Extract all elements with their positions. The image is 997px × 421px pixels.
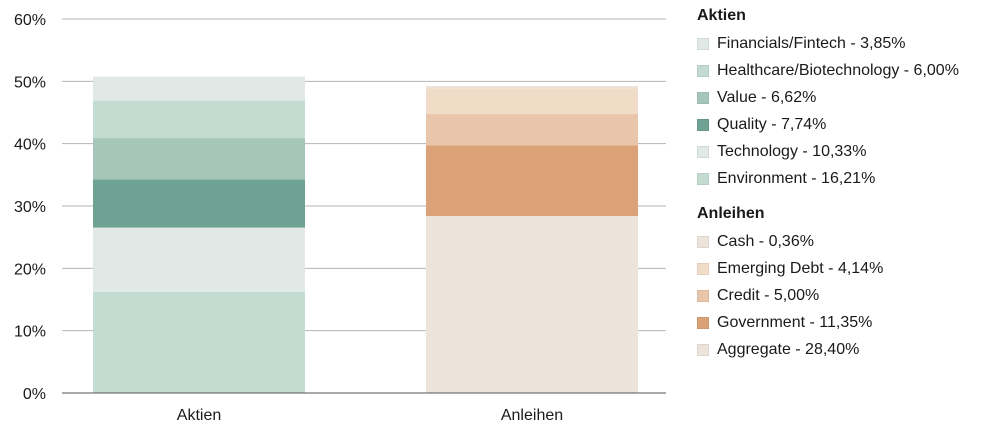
legend-item: Cash - 0,36% (697, 228, 995, 255)
y-tick-label: 30% (14, 199, 46, 216)
legend-label: Technology - 10,33% (717, 142, 867, 160)
legend-item: Government - 11,35% (697, 309, 995, 336)
y-axis-tick-labels: 0% 10% 20% 30% 40% 50% 60% (14, 12, 46, 403)
legend-label: Healthcare/Biotechnology - 6,00% (717, 61, 959, 79)
legend-swatch (697, 262, 709, 275)
legend-group-title: Anleihen (697, 205, 765, 222)
legend-item: Environment - 16,21% (697, 165, 995, 192)
legend-swatch (697, 316, 709, 329)
y-tick-label: 50% (14, 74, 46, 91)
legend-label: Emerging Debt - 4,14% (717, 259, 884, 277)
bar-segment (426, 86, 638, 89)
bar-segment (93, 227, 305, 292)
y-tick-label: 10% (14, 324, 46, 341)
legend-swatch (697, 235, 709, 248)
legend-label: Financials/Fintech - 3,85% (717, 34, 906, 52)
bar-stacks (93, 76, 638, 393)
bar-segment (426, 114, 638, 146)
legend-label: Quality - 7,74% (717, 115, 827, 133)
bar-segment (93, 76, 305, 101)
legend-item: Quality - 7,74% (697, 111, 995, 138)
legend-label: Credit - 5,00% (717, 286, 820, 304)
bar-segment (426, 145, 638, 216)
bar-segment (93, 138, 305, 180)
legend-item: Value - 6,62% (697, 84, 995, 111)
x-category-label: Aktien (177, 407, 221, 421)
legend: Aktien Financials/Fintech - 3,85% Healthca… (697, 4, 995, 363)
legend-item: Technology - 10,33% (697, 138, 995, 165)
bar-segment (426, 88, 638, 115)
legend-swatch (697, 172, 709, 185)
legend-swatch (697, 343, 709, 356)
legend-group-title: Aktien (697, 7, 746, 24)
legend-label: Government - 11,35% (717, 313, 873, 331)
legend-item: Emerging Debt - 4,14% (697, 255, 995, 282)
legend-swatch (697, 118, 709, 131)
legend-group: Aktien Financials/Fintech - 3,85% Healthca… (697, 4, 995, 192)
legend-item: Financials/Fintech - 3,85% (697, 30, 995, 57)
y-tick-label: 60% (14, 12, 46, 29)
legend-label: Environment - 16,21% (717, 169, 876, 187)
legend-item: Aggregate - 28,40% (697, 336, 995, 363)
stacked-bar-chart: 0% 10% 20% 30% 40% 50% 60% Aktien Anleihen (14, 12, 666, 421)
legend-swatch (697, 289, 709, 302)
legend-label: Aggregate - 28,40% (717, 340, 860, 358)
legend-swatch (697, 64, 709, 77)
x-axis-category-labels: Aktien Anleihen (177, 407, 563, 421)
legend-group: Anleihen Cash - 0,36% Emerging Debt - 4,14… (697, 202, 995, 363)
y-tick-label: 0% (23, 386, 46, 403)
y-tick-label: 40% (14, 137, 46, 154)
legend-swatch (697, 37, 709, 50)
legend-label: Cash - 0,36% (717, 232, 814, 250)
legend-swatch (697, 145, 709, 158)
bar-segment (93, 100, 305, 139)
y-tick-label: 20% (14, 261, 46, 278)
legend-swatch (697, 91, 709, 104)
legend-label: Value - 6,62% (717, 88, 817, 106)
bar-segment (426, 215, 638, 393)
legend-item: Healthcare/Biotechnology - 6,00% (697, 57, 995, 84)
bar-segment (93, 291, 305, 393)
legend-item: Credit - 5,00% (697, 282, 995, 309)
x-category-label: Anleihen (501, 407, 563, 421)
bar-segment (93, 179, 305, 228)
